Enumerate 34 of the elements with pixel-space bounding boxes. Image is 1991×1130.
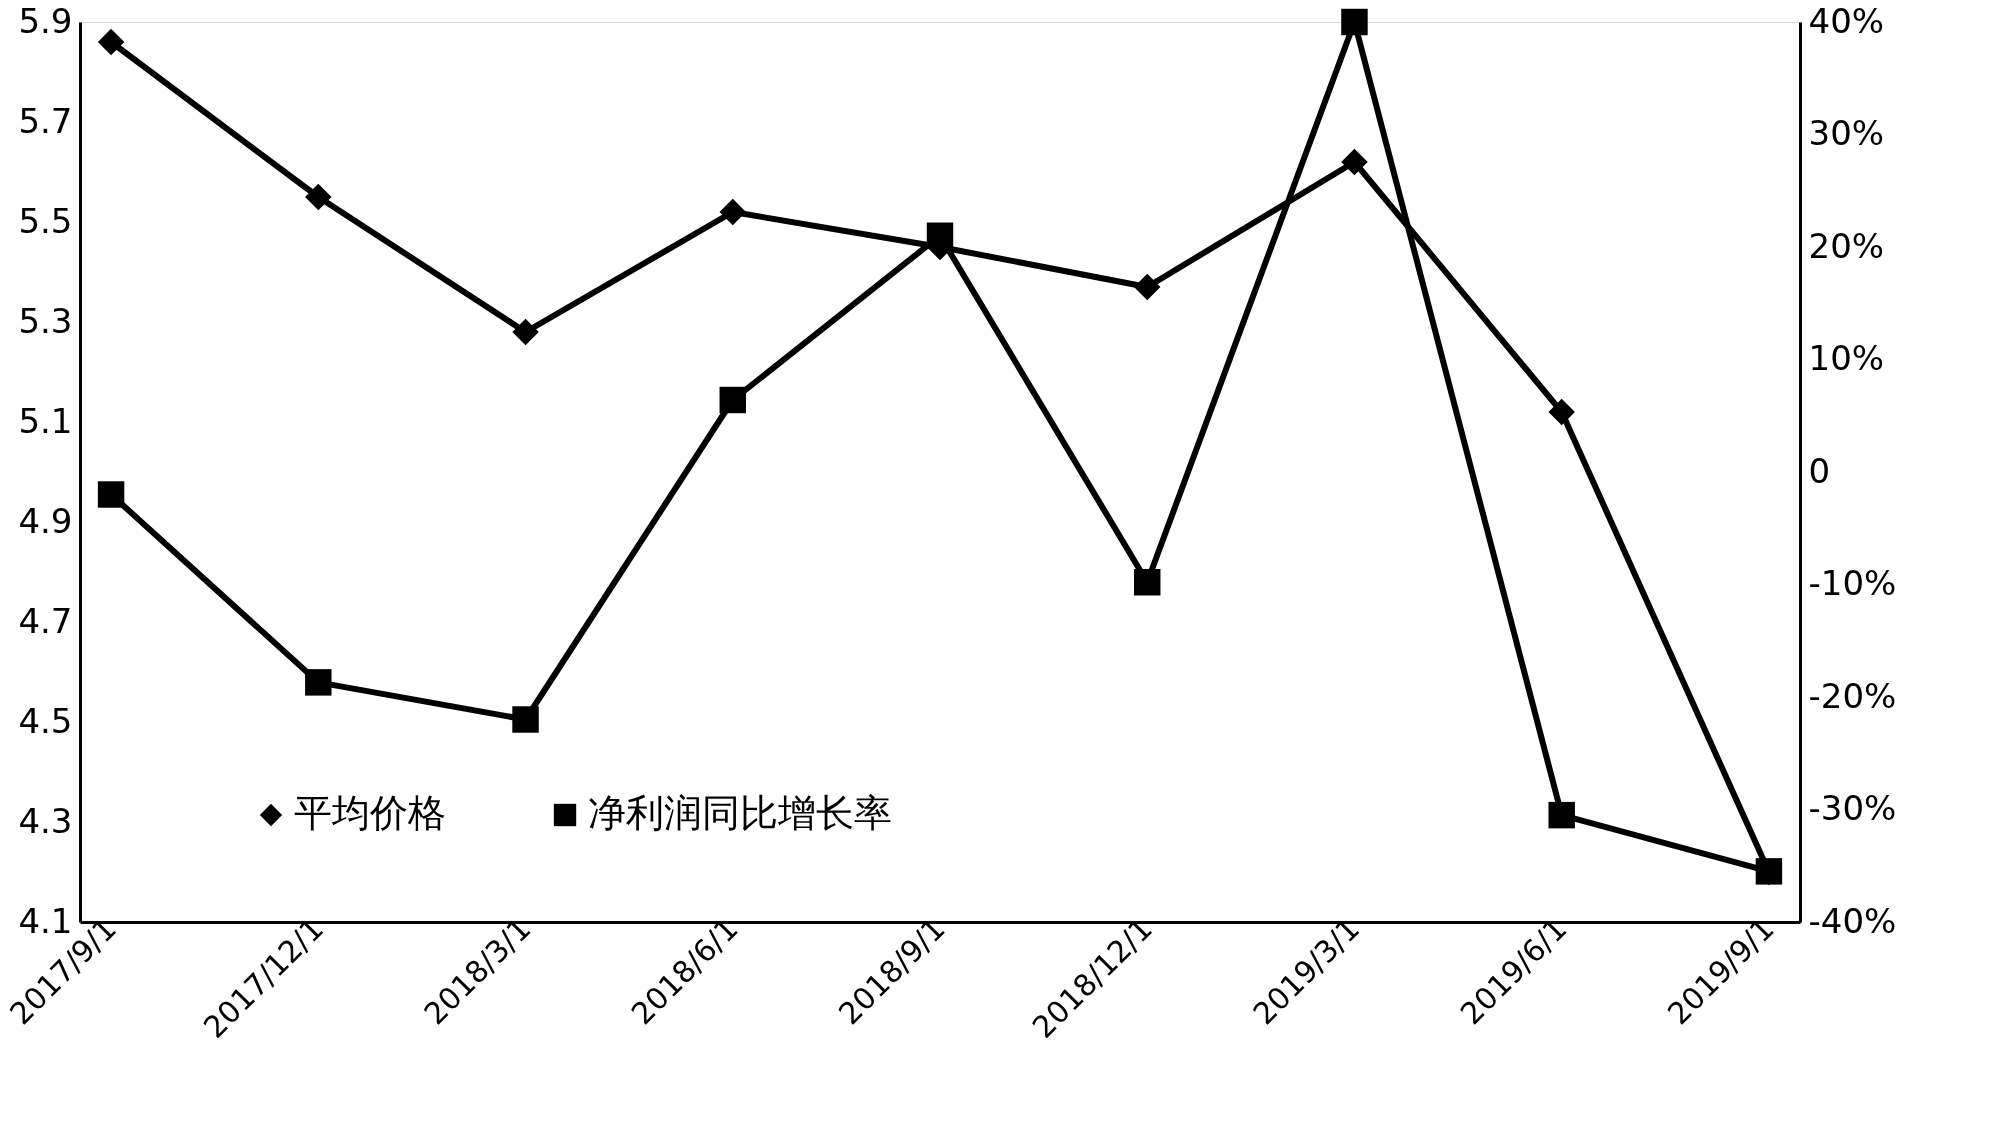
point	[1341, 148, 1368, 176]
y2-tick-label: -10%	[1808, 563, 1897, 603]
point	[512, 318, 539, 346]
y2-tick-label: 0	[1808, 450, 1831, 491]
point	[97, 28, 125, 56]
y2-tick-label: 30%	[1808, 113, 1885, 153]
point	[305, 669, 332, 696]
point	[97, 481, 125, 508]
point	[512, 706, 539, 733]
y-tick-label: 4.9	[18, 500, 73, 541]
y-tick-label: 4.5	[18, 700, 73, 741]
point	[305, 183, 332, 211]
y2-tick-label: 10%	[1808, 338, 1885, 378]
legend-label: 平均价格	[294, 791, 446, 835]
point	[719, 386, 746, 414]
y2-tick-label: -30%	[1808, 788, 1897, 828]
point	[1134, 569, 1161, 596]
point	[1341, 8, 1368, 36]
y2-tick-label: 20%	[1808, 225, 1885, 266]
y-tick-label: 5.1	[18, 400, 73, 441]
point	[1548, 398, 1575, 426]
y-tick-label: 4.7	[18, 600, 73, 641]
y-tick-label: 5.3	[18, 300, 73, 341]
y-tick-label: 5.7	[18, 100, 73, 141]
point	[1134, 273, 1161, 301]
y2-tick-label: -40%	[1808, 900, 1897, 941]
y2-tick-label: 40%	[1808, 0, 1885, 41]
y2-tick-label: -20%	[1808, 675, 1897, 716]
point	[1548, 801, 1575, 829]
y-tick-label: 5.9	[18, 0, 73, 41]
legend-label: 净利润同比增长率	[588, 791, 892, 835]
y-tick-label: 4.3	[18, 800, 73, 841]
point	[719, 198, 746, 226]
y-tick-label: 5.5	[18, 200, 73, 241]
